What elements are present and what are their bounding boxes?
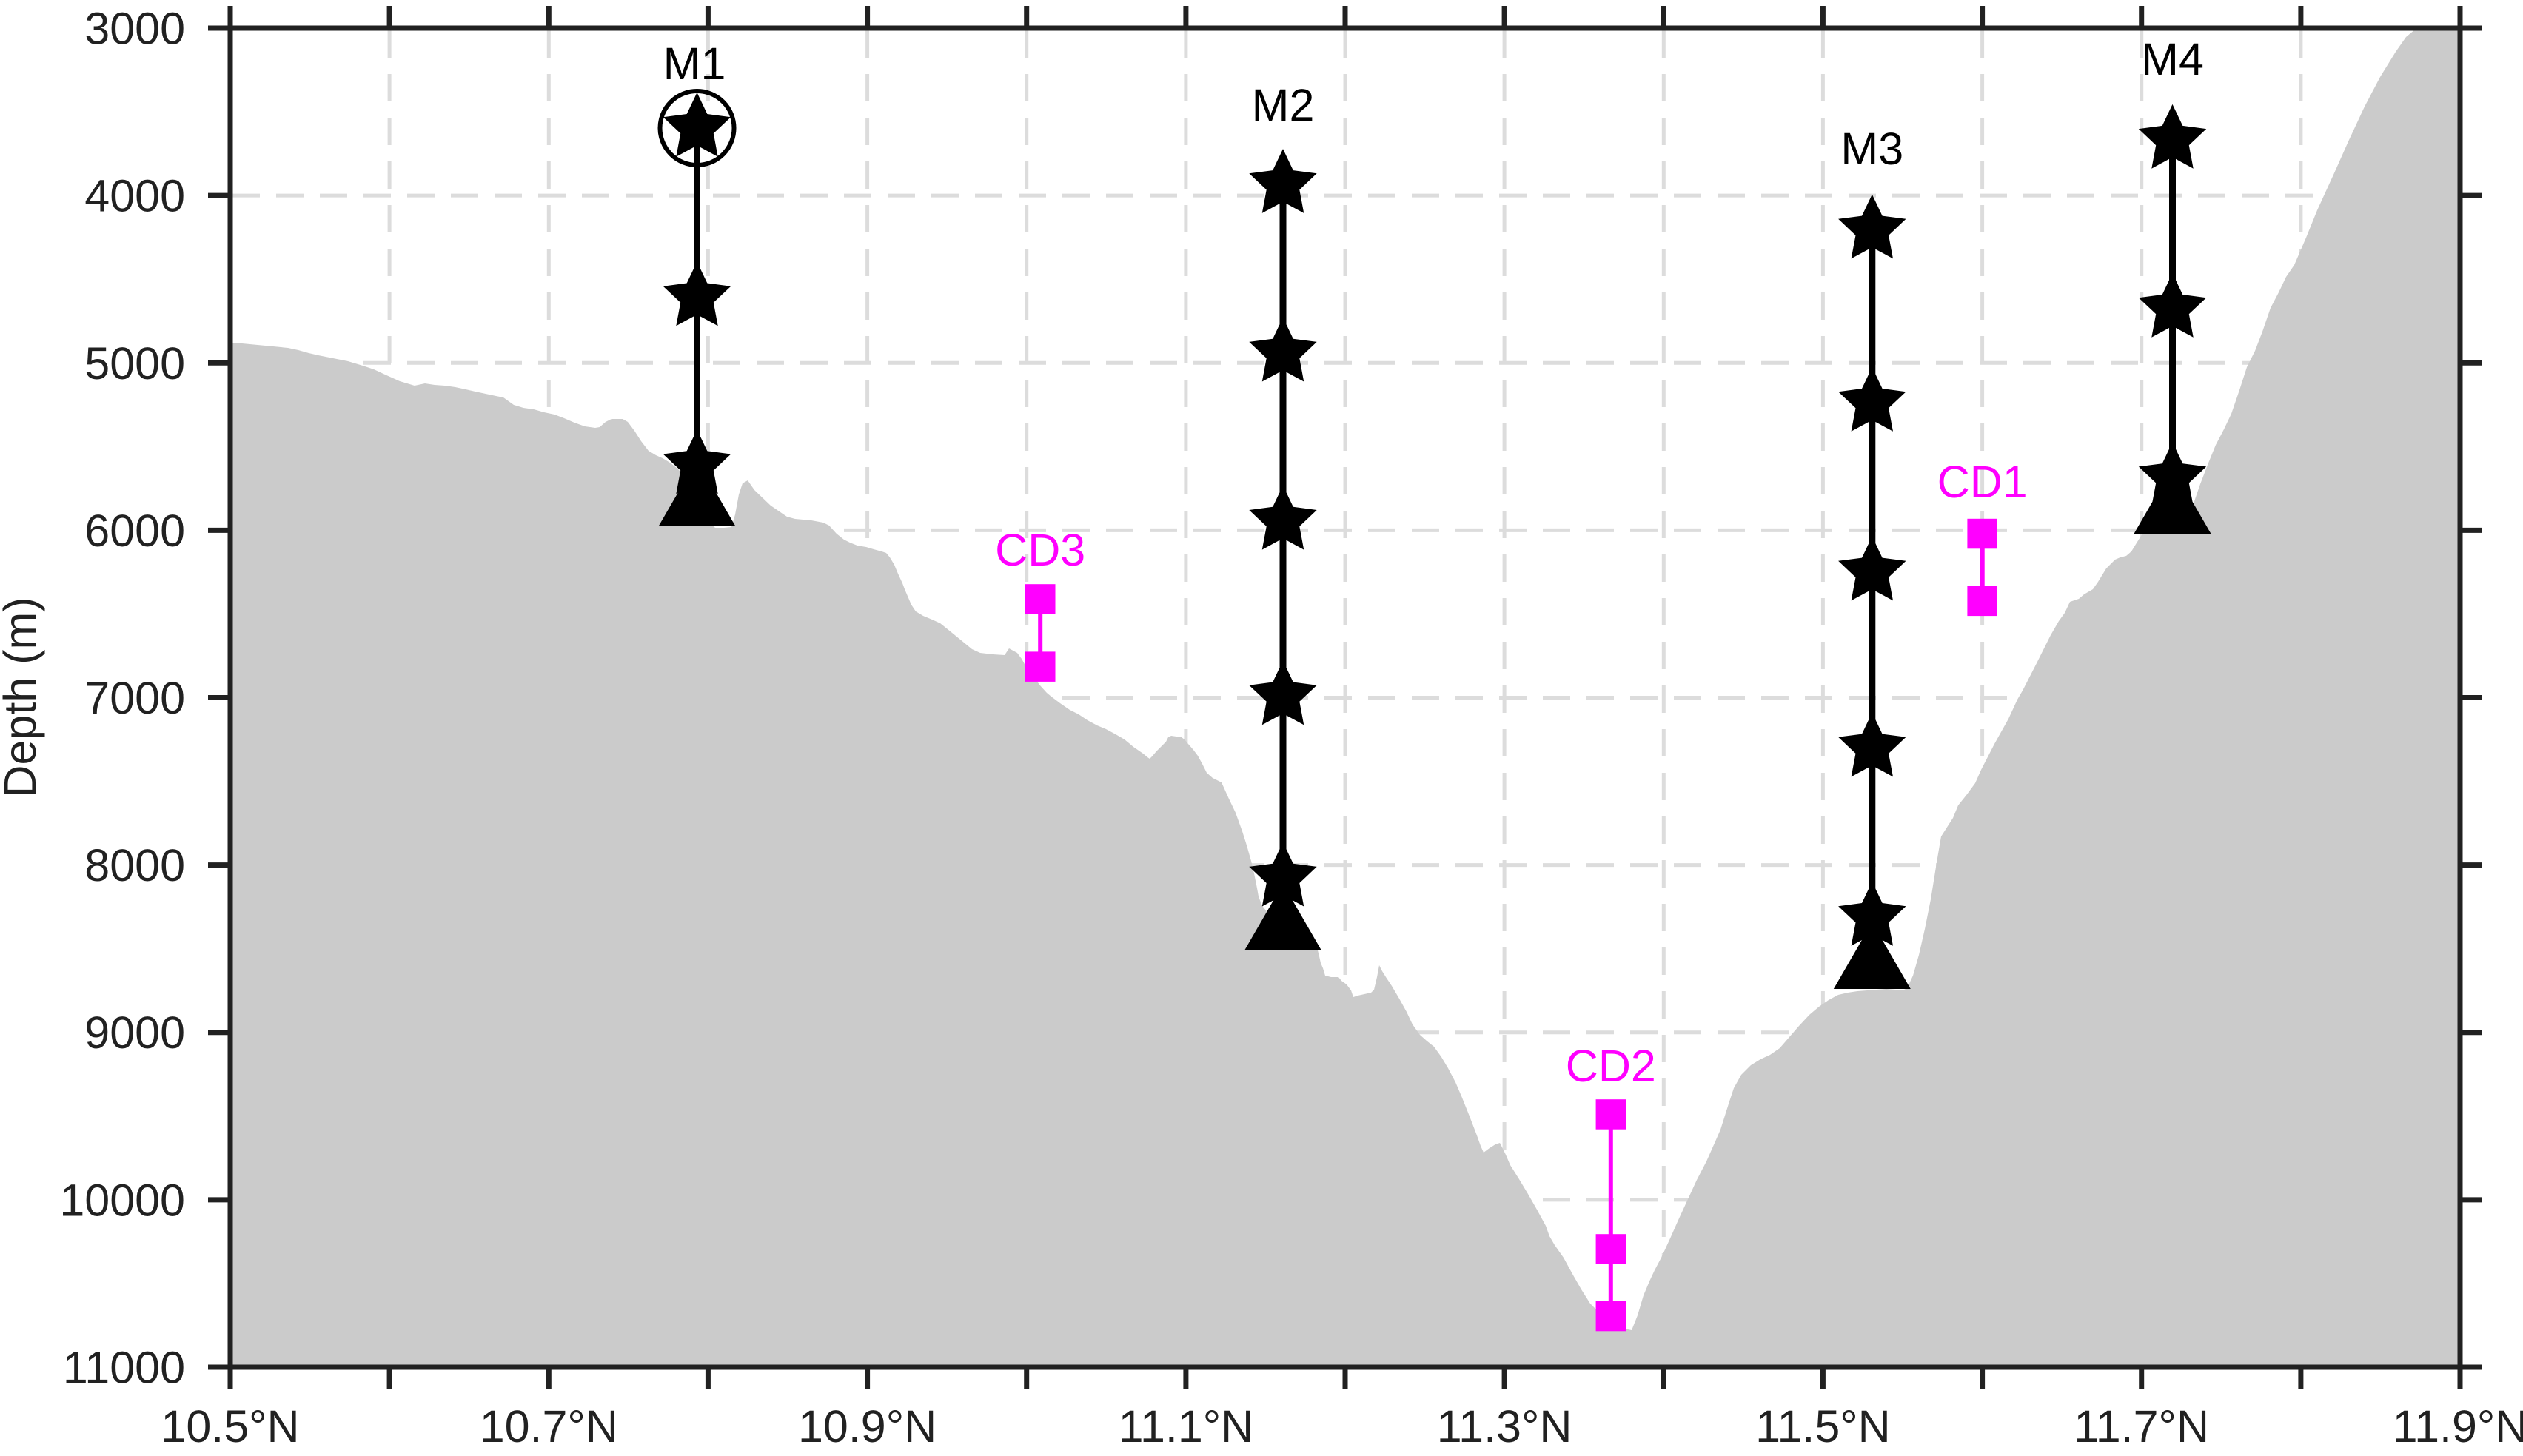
- svg-text:Depth (m): Depth (m): [0, 597, 45, 797]
- svg-text:6000: 6000: [84, 506, 185, 556]
- svg-text:11000: 11000: [63, 1343, 185, 1393]
- svg-text:9000: 9000: [84, 1007, 185, 1058]
- svg-text:10.5°N: 10.5°N: [161, 1401, 299, 1452]
- svg-text:11.5°N: 11.5°N: [1755, 1401, 1891, 1452]
- svg-text:M3: M3: [1840, 124, 1903, 174]
- svg-text:CD3: CD3: [995, 525, 1085, 575]
- svg-text:4000: 4000: [84, 171, 185, 221]
- svg-text:10.9°N: 10.9°N: [798, 1401, 937, 1452]
- svg-text:10000: 10000: [59, 1175, 185, 1225]
- svg-text:7000: 7000: [84, 673, 185, 723]
- svg-text:3000: 3000: [84, 4, 185, 54]
- svg-text:11.7°N: 11.7°N: [2074, 1401, 2209, 1452]
- svg-text:11.3°N: 11.3°N: [1437, 1401, 1572, 1452]
- svg-text:M1: M1: [663, 38, 726, 89]
- svg-text:M2: M2: [1252, 80, 1315, 130]
- svg-text:10.7°N: 10.7°N: [480, 1401, 618, 1452]
- svg-text:CD1: CD1: [1937, 457, 2028, 507]
- svg-text:CD2: CD2: [1566, 1041, 1656, 1091]
- svg-text:M4: M4: [2141, 34, 2204, 84]
- svg-text:5000: 5000: [84, 338, 185, 389]
- svg-text:11.9°N: 11.9°N: [2393, 1401, 2523, 1452]
- svg-text:11.1°N: 11.1°N: [1119, 1401, 1254, 1452]
- svg-text:8000: 8000: [84, 840, 185, 890]
